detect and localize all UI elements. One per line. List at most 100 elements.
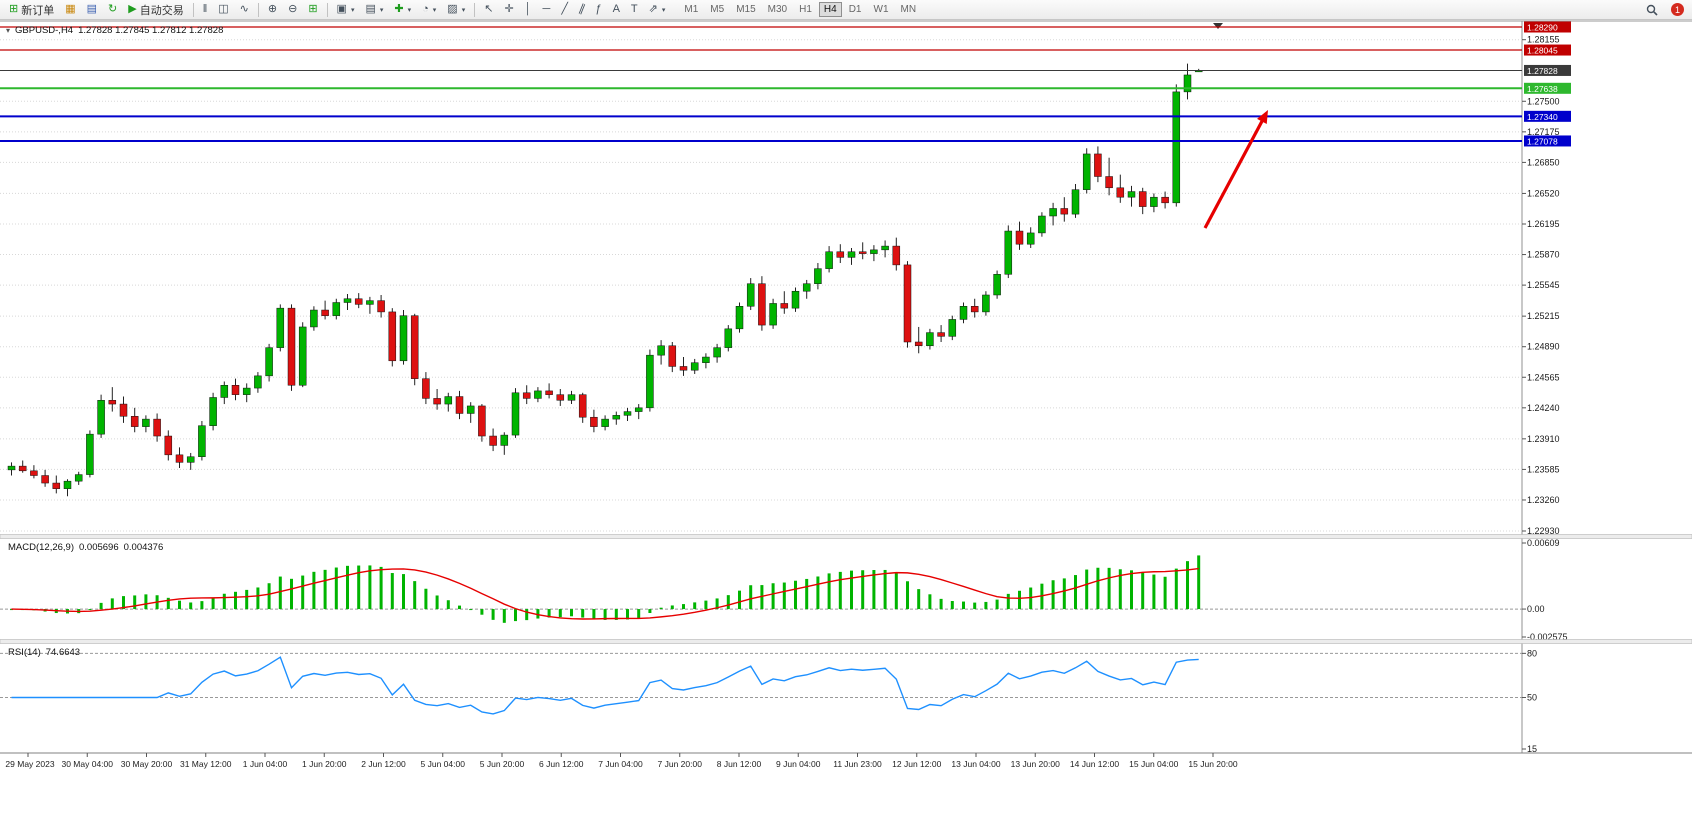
text-button[interactable]: A: [608, 1, 625, 19]
price-level-tag: [1524, 135, 1571, 147]
periods-button[interactable]: ◔ ▾: [417, 1, 441, 19]
svg-text:29 May 2023: 29 May 2023: [5, 759, 54, 769]
svg-text:1.24240: 1.24240: [1527, 403, 1560, 413]
label-button[interactable]: T: [626, 1, 643, 19]
svg-text:15 Jun 04:00: 15 Jun 04:00: [1129, 759, 1178, 769]
price-axis[interactable]: 1.28155 1.27500 1.27175 1.26850 1.26520 1.261…: [1522, 21, 1571, 755]
bar-chart-button[interactable]: ‖: [198, 1, 213, 19]
text-icon: A: [612, 3, 620, 15]
vertical-line-button[interactable]: │: [520, 1, 537, 19]
svg-text:1.23910: 1.23910: [1527, 434, 1560, 444]
zoom-in-button[interactable]: ⊕: [263, 1, 282, 19]
market-watch-button[interactable]: ▤: [82, 1, 102, 19]
timeframe-button-m15[interactable]: M15: [736, 4, 756, 15]
chevron-down-icon: ▾: [461, 6, 466, 14]
price-level-tag: [1524, 64, 1571, 76]
svg-text:1.26195: 1.26195: [1527, 219, 1560, 229]
toolbar-separator: [326, 2, 328, 17]
label-icon: T: [630, 3, 638, 15]
templates-icon: ▨: [447, 3, 458, 15]
svg-text:50: 50: [1527, 693, 1537, 703]
timeframe-button-m5[interactable]: M5: [710, 4, 725, 15]
timeframe-button-h1[interactable]: H1: [799, 4, 812, 15]
crosshair-icon: ✛: [504, 3, 514, 15]
arrows-button[interactable]: ⇗ ▾: [644, 1, 671, 19]
panel-separator[interactable]: [0, 639, 1692, 644]
price-level-tag: [1524, 21, 1571, 33]
svg-text:11 Jun 23:00: 11 Jun 23:00: [833, 759, 882, 769]
timeframe-button-d1[interactable]: D1: [848, 4, 862, 15]
indicators-button[interactable]: ✚ ▾: [389, 1, 416, 19]
chart-canvas[interactable]: 1.28155 1.27500 1.27175 1.26850 1.26520 1.261…: [0, 20, 1692, 837]
auto-trading-label: 自动交易: [139, 4, 184, 17]
timeframe-button-m1[interactable]: M1: [684, 4, 699, 15]
chart-frame: [0, 20, 1692, 754]
chart-window[interactable]: 1.28155 1.27500 1.27175 1.26850 1.26520 1.261…: [0, 20, 1692, 837]
svg-text:1.27175: 1.27175: [1527, 127, 1560, 137]
chart-window-icon: ▦: [65, 3, 76, 15]
rsi-line: [11, 656, 1199, 715]
svg-text:15 Jun 20:00: 15 Jun 20:00: [1188, 759, 1237, 769]
new-chart-icon: ▣: [336, 3, 347, 15]
profiles-button[interactable]: ▤ ▾: [360, 1, 388, 19]
cursor-button[interactable]: ↖: [479, 1, 498, 19]
new-chart-button[interactable]: ▣ ▾: [332, 1, 360, 19]
svg-text:12 Jun 12:00: 12 Jun 12:00: [892, 759, 941, 769]
new-order-button[interactable]: ⊞ 新订单: [4, 1, 59, 19]
auto-trading-button[interactable]: ▶ 自动交易: [123, 1, 188, 19]
macd-pane[interactable]: [0, 555, 1522, 623]
svg-text:1.28290: 1.28290: [1527, 23, 1558, 33]
chevron-down-icon: ▾: [407, 6, 412, 14]
svg-text:0.00: 0.00: [1527, 604, 1545, 614]
templates-button[interactable]: ▨ ▾: [442, 1, 470, 19]
horizontal-levels[interactable]: [0, 26, 1522, 142]
rsi-pane[interactable]: [0, 652, 1522, 715]
svg-text:8 Jun 12:00: 8 Jun 12:00: [717, 759, 762, 769]
candles: [7, 63, 1203, 497]
line-chart-button[interactable]: ∿: [235, 1, 254, 19]
svg-text:80: 80: [1527, 648, 1537, 658]
fibonacci-icon: ƒ: [595, 3, 602, 15]
tile-windows-button[interactable]: ⊞: [303, 1, 322, 19]
timeframe-button-w1[interactable]: W1: [873, 4, 889, 15]
svg-text:1.26850: 1.26850: [1527, 157, 1560, 167]
candlestick-chart-button[interactable]: ◫: [213, 1, 233, 19]
cursor-icon: ↖: [484, 3, 494, 15]
search-button[interactable]: [1641, 1, 1663, 19]
notifications-badge[interactable]: 1: [1671, 3, 1684, 16]
price-level-tag: [1524, 82, 1571, 94]
svg-text:-0.002575: -0.002575: [1527, 632, 1568, 642]
time-axis[interactable]: 29 May 2023 30 May 04:00 30 May 20:00 31 Ma…: [5, 753, 1238, 769]
bar-chart-icon: ‖: [202, 3, 208, 15]
svg-text:6 Jun 12:00: 6 Jun 12:00: [539, 759, 584, 769]
svg-text:1.27340: 1.27340: [1527, 112, 1558, 122]
timeframe-button-m30[interactable]: M30: [767, 4, 788, 15]
svg-text:1.27500: 1.27500: [1527, 96, 1560, 106]
chevron-down-icon: ▾: [350, 6, 355, 14]
price-level-tag: [1524, 44, 1571, 56]
search-icon: [1646, 4, 1658, 16]
svg-text:1.28045: 1.28045: [1527, 46, 1558, 56]
zoom-out-button[interactable]: ⊖: [283, 1, 302, 19]
timeframe-button-h4[interactable]: H4: [818, 2, 842, 17]
panel-separator[interactable]: [0, 534, 1692, 539]
svg-text:1.23585: 1.23585: [1527, 464, 1560, 474]
fibonacci-button[interactable]: ƒ: [590, 1, 606, 19]
svg-text:7 Jun 20:00: 7 Jun 20:00: [658, 759, 703, 769]
svg-text:1.28155: 1.28155: [1527, 35, 1560, 45]
refresh-button[interactable]: ↻: [103, 1, 122, 19]
svg-text:13 Jun 04:00: 13 Jun 04:00: [951, 759, 1000, 769]
crosshair-button[interactable]: ✛: [499, 1, 518, 19]
trend-arrow[interactable]: [1203, 110, 1268, 229]
arrows-icon: ⇗: [648, 3, 658, 15]
toolbar-right-group: 1: [1641, 1, 1688, 19]
channel-button[interactable]: ∥: [574, 1, 590, 19]
timeframe-button-mn[interactable]: MN: [900, 4, 917, 15]
indicators-icon: ✚: [394, 3, 404, 15]
trendline-button[interactable]: ╱: [556, 1, 573, 19]
new-order-label: 新订单: [21, 4, 55, 17]
svg-text:1.24890: 1.24890: [1527, 342, 1560, 352]
horizontal-line-button[interactable]: ─: [538, 1, 556, 19]
chart-window-button[interactable]: ▦: [60, 1, 80, 19]
